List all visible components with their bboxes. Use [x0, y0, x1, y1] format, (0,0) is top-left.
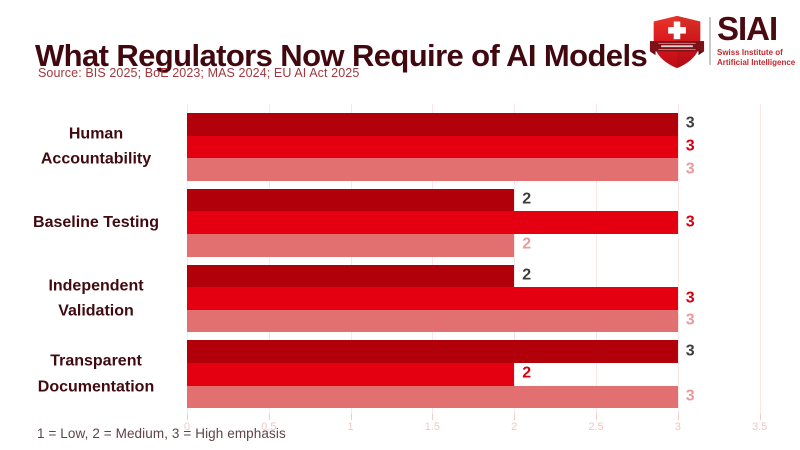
x-gridline	[432, 104, 434, 414]
x-tick-mark	[432, 414, 434, 420]
bar-light-red-series	[187, 158, 678, 181]
bar-value-label: 3	[685, 137, 695, 155]
swiss-shield-icon	[648, 14, 706, 75]
x-gridline	[187, 104, 188, 414]
category-label: Transparent Documentation	[12, 349, 180, 400]
bar-light-red-series	[187, 234, 515, 257]
category-label-line: Transparent	[50, 352, 142, 370]
x-tick-mark	[677, 414, 679, 420]
category-label-line: Independent	[48, 276, 144, 294]
bar-value-label: 3	[685, 213, 695, 231]
page-title: What Regulators Now Require of AI Models	[35, 37, 648, 73]
x-tick-label: 1	[347, 421, 354, 433]
x-gridline	[759, 104, 761, 414]
category-label: Human Accountability	[12, 121, 180, 172]
x-tick-mark	[596, 414, 597, 420]
bar-bright-red-series	[187, 135, 678, 159]
x-tick-mark	[268, 414, 270, 420]
bar-value-label: 3	[685, 160, 695, 178]
category-label-line: Documentation	[37, 378, 155, 396]
bar-value-label: 3	[685, 342, 695, 360]
scale-footnote: 1 = Low, 2 = Medium, 3 = High emphasis	[37, 426, 286, 441]
bar-light-red-series	[187, 309, 678, 333]
category-label-line: Baseline Testing	[33, 213, 159, 231]
bar-value-label: 3	[685, 289, 695, 307]
x-gridline	[596, 104, 597, 414]
logo-tagline: Swiss Institute of Artificial Intelligen…	[717, 48, 795, 68]
category-label-line: Accountability	[40, 150, 152, 168]
x-tick-label: 2	[511, 421, 518, 433]
siai-logo: SIAI Swiss Institute of Artificial Intel…	[646, 10, 796, 75]
x-tick-mark	[187, 414, 188, 420]
x-tick-label: 1.5	[424, 421, 441, 433]
x-gridline	[514, 104, 516, 414]
x-gridline	[350, 104, 352, 414]
x-tick-label: 3	[674, 421, 681, 433]
source-citation: Source: BIS 2025; BoE 2023; MAS 2024; EU…	[38, 66, 360, 80]
bar-dark-red-series	[187, 188, 515, 212]
bar-bright-red-series	[187, 363, 515, 386]
x-gridline	[268, 104, 270, 414]
x-tick-mark	[514, 414, 516, 420]
x-tick-label: 3.5	[751, 421, 768, 433]
bar-dark-red-series	[187, 340, 678, 363]
bar-value-label: 2	[522, 364, 532, 382]
bar-value-label: 2	[522, 266, 532, 284]
logo-tagline-line2: Artificial Intelligence	[717, 57, 796, 67]
x-tick-label: 0.5	[261, 421, 277, 433]
category-label-line: Validation	[58, 302, 134, 320]
logo-tagline-line1: Swiss Institute of	[717, 47, 783, 57]
bar-bright-red-series	[187, 211, 678, 234]
bar-light-red-series	[187, 385, 678, 409]
x-tick-label: 2.5	[588, 421, 604, 433]
category-label: Independent Validation	[12, 273, 180, 324]
bar-value-label: 2	[522, 190, 532, 208]
logo-divider	[709, 17, 711, 65]
bar-value-label: 3	[685, 387, 695, 405]
category-label-line: Human	[68, 125, 124, 143]
x-gridline	[677, 104, 679, 414]
category-label: Baseline Testing	[12, 210, 180, 236]
x-tick-label: 0	[183, 421, 191, 433]
bar-dark-red-series	[187, 113, 678, 136]
logo-wordmark: SIAI Swiss Institute of Artificial Intel…	[717, 10, 795, 68]
bar-value-label: 2	[522, 235, 532, 253]
logo-siai-text: SIAI	[717, 10, 778, 47]
x-tick-mark	[759, 414, 761, 420]
bar-value-label: 3	[685, 311, 695, 329]
bar-value-label: 3	[685, 114, 695, 132]
x-tick-mark	[350, 414, 352, 420]
bar-dark-red-series	[187, 264, 515, 288]
bar-bright-red-series	[187, 287, 678, 310]
